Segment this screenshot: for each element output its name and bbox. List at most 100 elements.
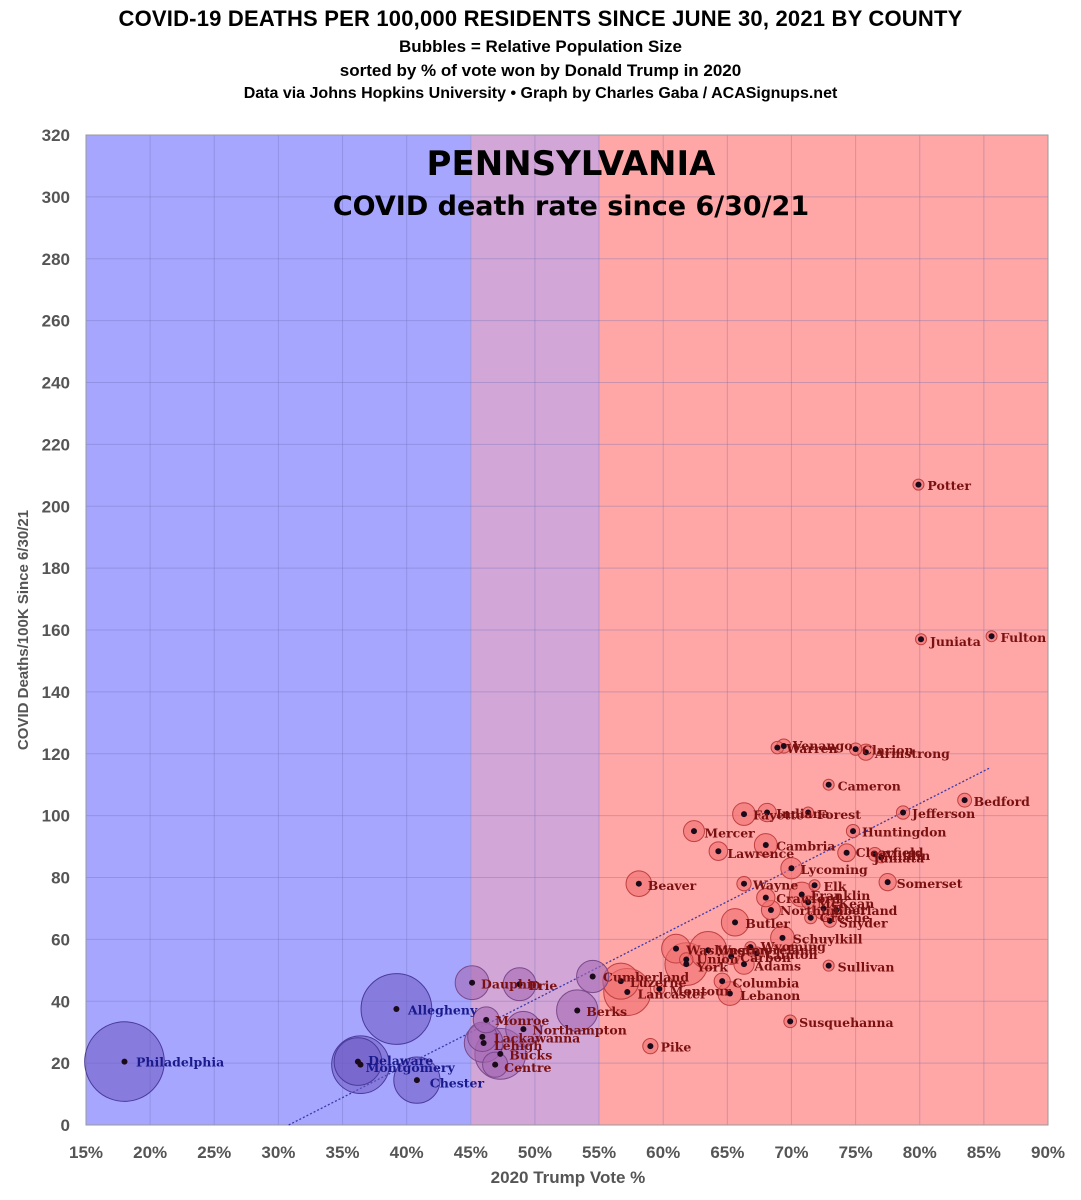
y-tick-label: 220 [42,435,70,454]
county-point [767,906,774,913]
y-tick-label: 260 [42,312,70,331]
county-point [673,945,680,952]
county-label: Allegheny [407,1003,478,1018]
inset-title-block: PENNSYLVANIA COVID death rate since 6/30… [333,144,809,222]
trendline-path [288,767,991,1126]
county-label: Washington [685,942,769,957]
county-label: Indiana [776,806,830,821]
county-point [780,743,787,750]
county-label: McKean [817,896,874,911]
y-tick-label: 180 [42,559,70,578]
county-point [825,962,832,969]
county-label: Fayette [753,808,804,823]
vote-band-1 [470,135,600,1125]
county-label: Somerset [897,876,963,891]
county-point [878,854,885,861]
county-label: Warren [785,741,837,756]
y-tick-label: 320 [42,126,70,145]
county-label: Wyoming [760,939,826,954]
axes: 2020 Trump Vote % COVID Deaths/100K Sinc… [15,126,1065,1187]
county-point [624,988,631,995]
county-label: Mifflin [884,848,930,863]
county-label: Forest [817,807,861,822]
county-label: Dauphin [481,976,541,991]
county-point [833,906,840,913]
county-point [779,934,786,941]
y-tick-label: 200 [42,497,70,516]
county-point [574,1007,581,1014]
county-point [862,749,869,756]
x-tick-label: 15% [69,1143,103,1162]
county-label: Northampton [532,1023,626,1038]
county-point [715,848,722,855]
x-tick-label: 35% [326,1143,360,1162]
county-point [479,1033,486,1040]
county-label: Columbia [732,976,799,991]
chart-credit: Data via Johns Hopkins University • Grap… [243,85,838,102]
y-tick-label: 120 [42,745,70,764]
county-point [871,851,878,858]
y-tick-label: 160 [42,621,70,640]
y-tick-label: 280 [42,250,70,269]
county-label: Lebanon [740,988,800,1003]
county-label: Montgomery [366,1060,456,1075]
chart-subtitle-sort: sorted by % of vote won by Donald Trump … [339,61,742,80]
inset-title: PENNSYLVANIA [427,144,717,184]
county-label: York [696,959,729,974]
y-tick-label: 80 [51,869,70,888]
county-label: Blair [833,902,868,917]
county-label: Snyder [839,915,888,930]
county-label: Franklin [811,888,871,903]
county-label: Sullivan [838,959,895,974]
county-label: Cameron [838,778,901,793]
county-point [805,899,812,906]
county-point [728,953,735,960]
x-tick-label: 40% [390,1143,424,1162]
county-label: Juniata [873,850,925,865]
county-point [843,849,850,856]
county-label: Carbon [740,950,791,965]
county-label: Lancaster [638,987,707,1002]
county-point [988,633,995,640]
inset-subtitle: COVID death rate since 6/30/21 [333,191,809,222]
county-point [805,809,812,816]
county-point [480,1040,487,1047]
county-point [413,1077,420,1084]
county-point [647,1043,654,1050]
county-label: Lehigh [494,1038,542,1053]
county-point [357,1061,364,1068]
chart-subtitle-bubbles: Bubbles = Relative Population Size [399,37,682,56]
county-point [850,828,857,835]
county-point [617,978,624,985]
county-label: Clinton [766,947,818,962]
county-point [825,781,832,788]
county-label: Lawrence [727,846,794,861]
county-label: Cambria [776,839,835,854]
y-tick-label: 0 [61,1116,70,1135]
county-point [798,891,805,898]
county-point [826,917,833,924]
county-point [469,979,476,986]
county-point [121,1058,128,1065]
x-tick-label: 90% [1031,1143,1065,1162]
county-label: Luzerne [630,975,687,990]
county-point [683,961,690,968]
y-tick-label: 240 [42,374,70,393]
county-point [741,880,748,887]
county-label: Delaware [368,1053,433,1068]
county-label: Union [697,952,739,967]
county-label: Elk [824,879,847,894]
county-label: Lycoming [800,862,868,877]
county-label: Centre [504,1060,551,1075]
county-point [884,879,891,886]
county-point [635,880,642,887]
y-axis-title: COVID Deaths/100K Since 6/30/21 [15,510,32,750]
x-tick-label: 85% [967,1143,1001,1162]
plot-border [85,134,1049,1126]
county-label: Berks [586,1004,627,1019]
county-label: Lackawanna [494,1030,580,1045]
county-label: Greene [820,910,870,925]
x-tick-label: 75% [839,1143,873,1162]
county-point [753,950,760,957]
